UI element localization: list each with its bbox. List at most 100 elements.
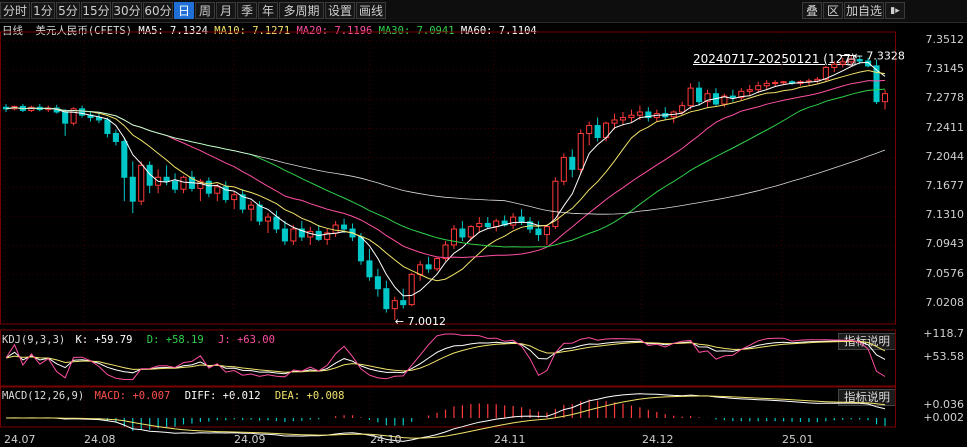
toolbar-right-0[interactable]: 叠 (802, 2, 822, 19)
candle-body (408, 273, 415, 306)
macd-help-button[interactable]: 指标说明 (838, 389, 896, 406)
ma-legend-item-1: MA10: 7.1271 (207, 25, 291, 37)
kdj-d-value: D: +58.19 (146, 334, 204, 346)
ma20-line (5, 79, 886, 259)
y-tick-label: 7.3512 (925, 33, 965, 46)
candle-body (679, 105, 686, 113)
period-tab-6[interactable]: 日 (174, 2, 194, 19)
ma-legend-item-2: MA20: 7.1196 (290, 25, 373, 37)
candle-body (552, 180, 559, 228)
period-tab-1[interactable]: 1分 (31, 2, 55, 19)
candle-body (510, 216, 517, 226)
kdj-j-value: J: +63.00 (218, 334, 275, 346)
candle-body (239, 194, 246, 210)
candle-body (729, 95, 736, 99)
candle-body (611, 119, 618, 124)
toolbar: 分时 1分 5分 15分 30分 60分日周月季年多周期 设置 画线 叠区加自选 ▮▸ (0, 0, 967, 23)
candle-body (586, 125, 593, 134)
period-tab-7[interactable]: 周 (195, 2, 215, 19)
macd-value: MACD: +0.007 (94, 390, 171, 402)
candle-body (95, 117, 103, 121)
kdj-line-0 (5, 340, 886, 375)
y-tick-label: 7.3145 (925, 62, 965, 76)
y-tick-label: 7.2778 (925, 91, 965, 105)
kdj-help-button[interactable]: 指标说明 (838, 333, 896, 350)
candle-body (324, 232, 331, 240)
candle-body (180, 176, 187, 190)
candle-body (374, 276, 381, 290)
candle-body (594, 125, 601, 138)
candle-body (450, 228, 457, 246)
candle-body (434, 257, 441, 270)
period-tab-11[interactable]: 多周期 (279, 2, 324, 19)
candle-body (121, 140, 128, 178)
macd-tick-label: +0.002 (923, 411, 964, 424)
kdj-tick-label: +118.7 (923, 327, 964, 341)
candle-body (636, 111, 643, 116)
draw-button[interactable]: 画线 (356, 2, 386, 19)
macd-panel-border (0, 386, 896, 428)
candle-body (138, 164, 145, 202)
candle-body (865, 60, 872, 67)
period-tab-3[interactable]: 15分 (81, 2, 111, 19)
period-tab-9[interactable]: 季 (237, 2, 257, 19)
y-tick-label: 7.1677 (925, 179, 965, 193)
toolbar-right-1[interactable]: 区 (823, 2, 843, 19)
sidebar-toggle-icon[interactable]: ▮▸ (885, 2, 905, 19)
candle-body (172, 180, 179, 190)
candle-body (129, 176, 136, 202)
candle-body (290, 228, 297, 242)
candle-body (281, 228, 288, 242)
period-tab-0[interactable]: 分时 (0, 2, 30, 19)
period-tab-2[interactable]: 5分 (56, 2, 80, 19)
ma-legend-item-3: MA30: 7.0941 (372, 25, 455, 37)
kdj-line-1 (5, 340, 886, 373)
kdj-k-value: K: +59.79 (75, 334, 133, 346)
candle-body (104, 119, 111, 134)
range-label[interactable]: 20240717-20250121 (127) (693, 52, 856, 66)
toolbar-right-2[interactable]: 加自选 (844, 2, 884, 19)
kdj-line-2 (5, 333, 886, 381)
candle-body (231, 194, 238, 201)
y-tick-label: 7.2411 (925, 120, 965, 134)
candle-body (197, 180, 204, 189)
candle-body (577, 132, 584, 170)
period-tab-4[interactable]: 30分 (112, 2, 142, 19)
candle-body (493, 220, 500, 228)
period-tab-10[interactable]: 年 (258, 2, 278, 19)
candle-body (687, 87, 694, 107)
candle-body (763, 82, 770, 87)
ma10-line (5, 69, 886, 282)
macd-legend: MACD(12,26,9) MACD: +0.007 DIFF: +0.012 … (2, 390, 344, 402)
min-label: ← 7.0012 (395, 315, 446, 328)
candle-body (704, 93, 711, 103)
candle-body (62, 111, 69, 124)
ma30-line (5, 88, 886, 248)
candle-body (256, 204, 263, 222)
candle-body (755, 85, 762, 91)
max-label: ← 7.3328 (854, 49, 905, 62)
settings-button[interactable]: 设置 (325, 2, 355, 19)
ma-legend-item-0: MA5: 7.1324 (138, 25, 208, 37)
candle-body (391, 300, 398, 310)
candle-body (163, 176, 170, 182)
x-tick-label: 24.08 (84, 433, 116, 446)
candle-body (467, 226, 474, 238)
candle-body (383, 288, 390, 310)
x-tick-label: 25.01 (782, 433, 814, 446)
candle-body (484, 222, 491, 228)
y-tick-label: 7.0576 (925, 266, 965, 280)
period-tab-5[interactable]: 60分 (143, 2, 173, 19)
candle-body (442, 244, 449, 259)
y-tick-label: 7.2044 (925, 149, 965, 163)
candle-body (146, 164, 153, 186)
period-tab-8[interactable]: 月 (216, 2, 236, 19)
candle-body (248, 204, 255, 210)
candle-body (696, 87, 703, 103)
candle-body (881, 93, 889, 103)
candle-body (645, 111, 652, 119)
candle-body (721, 95, 728, 105)
macd-diff-value: DIFF: +0.012 (184, 390, 261, 402)
candle-body (772, 82, 779, 85)
